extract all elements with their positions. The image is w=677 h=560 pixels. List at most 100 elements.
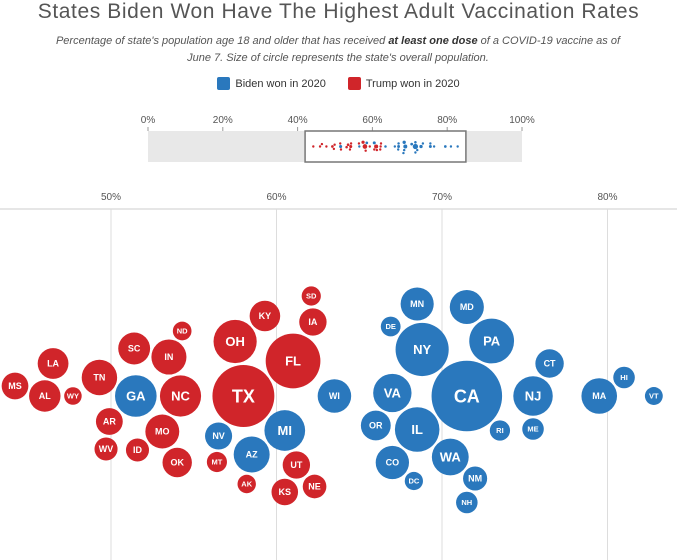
bubble-label-nc: NC [171, 389, 190, 404]
bubble-ri [489, 420, 511, 441]
overview-dot-co [397, 142, 400, 145]
legend-label-trump: Trump won in 2020 [365, 77, 460, 90]
chart-title: States Biden Won Have The Highest Adult … [37, 0, 640, 23]
overview-dot-oh [361, 140, 365, 144]
overview-tick-label: 0% [141, 115, 156, 126]
overview-dot-nv [358, 145, 361, 148]
bubble-label-md: MD [460, 302, 474, 312]
bubble-wv [94, 437, 118, 461]
bubble-ma [581, 378, 618, 414]
bubble-label-mn: MN [410, 299, 424, 309]
bubble-label-ut: UT [290, 460, 302, 470]
overview-dot-la [320, 142, 324, 146]
subtitle-text-bold: at least one dose [388, 35, 478, 47]
legend-item-trump: Trump won in 2020 [347, 77, 460, 90]
overview-dot-vt [456, 145, 459, 148]
subtitle-text-end: of a COVID-19 vaccine as of June 7. Size… [187, 35, 621, 64]
overview-dot-ne [379, 142, 383, 145]
overview-tick-label: 60% [362, 115, 382, 126]
bubble-label-wi: WI [329, 391, 340, 401]
bubble-label-ia: IA [308, 317, 318, 327]
overview-dot-ca [412, 143, 419, 150]
bubble-label-wa: WA [440, 450, 462, 465]
subtitle-text-start: Percentage of state's population age 18 … [55, 35, 389, 47]
overview-dot-in [346, 143, 350, 147]
bubble-label-pa: PA [483, 334, 501, 349]
bubble-ny [395, 322, 449, 377]
bubble-label-ca: CA [454, 386, 480, 406]
bubble-ok [162, 447, 192, 478]
bubble-id [125, 438, 150, 462]
bubble-label-ma: MA [592, 391, 606, 401]
bubble-label-ga: GA [126, 389, 146, 404]
overview-dot-ia [379, 145, 382, 148]
bubble-ky [249, 300, 281, 332]
bubble-label-in: IN [164, 352, 173, 362]
bubble-label-sd: SD [306, 292, 317, 301]
overview-dot-wy [325, 145, 328, 148]
legend-swatch-trump [347, 77, 361, 90]
bubble-label-de: DE [385, 322, 395, 331]
bubble-ar [95, 408, 123, 435]
bubble-oh [213, 319, 257, 364]
bubble-ms [1, 372, 29, 400]
overview-dot-dc [402, 151, 405, 155]
overview-dot-ky [368, 145, 371, 148]
overview-dot-md [414, 141, 417, 144]
bubble-label-wv: WV [99, 444, 114, 454]
bubble-label-al: AL [39, 391, 51, 401]
bubble-de [380, 316, 401, 337]
bubble-in [151, 339, 187, 375]
overview-dot-ms [312, 145, 315, 148]
overview-tick-label: 40% [288, 115, 308, 126]
bubble-wy [64, 387, 82, 405]
overview-tick-label: 80% [437, 115, 457, 126]
bubble-label-id: ID [133, 445, 143, 455]
overview-dot-az [365, 141, 369, 145]
bubble-label-ks: KS [279, 487, 292, 497]
bubble-label-ct: CT [544, 359, 556, 369]
legend-item-biden: Biden won in 2020 [217, 77, 326, 90]
bubble-label-mo: MO [155, 427, 170, 437]
overview-dot-ma [443, 145, 447, 148]
bubble-nv [205, 422, 233, 450]
bubble-nh [456, 491, 478, 514]
bubble-mi [264, 410, 306, 451]
overview-tick-label: 100% [509, 115, 535, 126]
bubble-fl [265, 333, 321, 389]
overview-dot-ny [403, 144, 408, 149]
bubble-ct [535, 349, 564, 378]
overview-dot-wv [332, 147, 336, 151]
bubble-mo [145, 414, 180, 449]
bubble-label-ok: OK [170, 458, 184, 468]
overview-dot-ok [348, 148, 352, 151]
bubble-il [394, 407, 440, 452]
bubble-az [233, 436, 270, 473]
bubble-sc [118, 332, 151, 365]
axis-tick-label: 80% [597, 192, 617, 203]
bubble-label-or: OR [369, 421, 383, 431]
bubble-label-mi: MI [278, 423, 292, 438]
bubble-nm [463, 466, 488, 491]
bubble-label-vt: VT [649, 392, 659, 401]
axis-tick-label: 50% [101, 192, 121, 203]
bubble-sd [301, 286, 321, 306]
bubble-label-ky: KY [259, 311, 272, 321]
bubble-tn [81, 359, 118, 396]
bubble-va [373, 373, 412, 413]
overview-dot-nd [349, 142, 353, 145]
overview-dot-ak [364, 149, 367, 152]
bubble-label-ak: AK [241, 480, 252, 489]
bubble-label-sc: SC [128, 344, 141, 354]
overview-dot-id [339, 148, 343, 151]
bubble-hi [613, 366, 635, 389]
bubble-nd [172, 321, 192, 341]
bubble-label-tx: TX [232, 386, 255, 406]
bubble-label-il: IL [411, 422, 423, 437]
bubble-label-dc: DC [408, 477, 419, 486]
bubble-label-hi: HI [620, 373, 628, 382]
bubble-label-ms: MS [8, 381, 22, 391]
overview-dot-or [393, 145, 397, 148]
overview-dot-hi [449, 145, 453, 148]
